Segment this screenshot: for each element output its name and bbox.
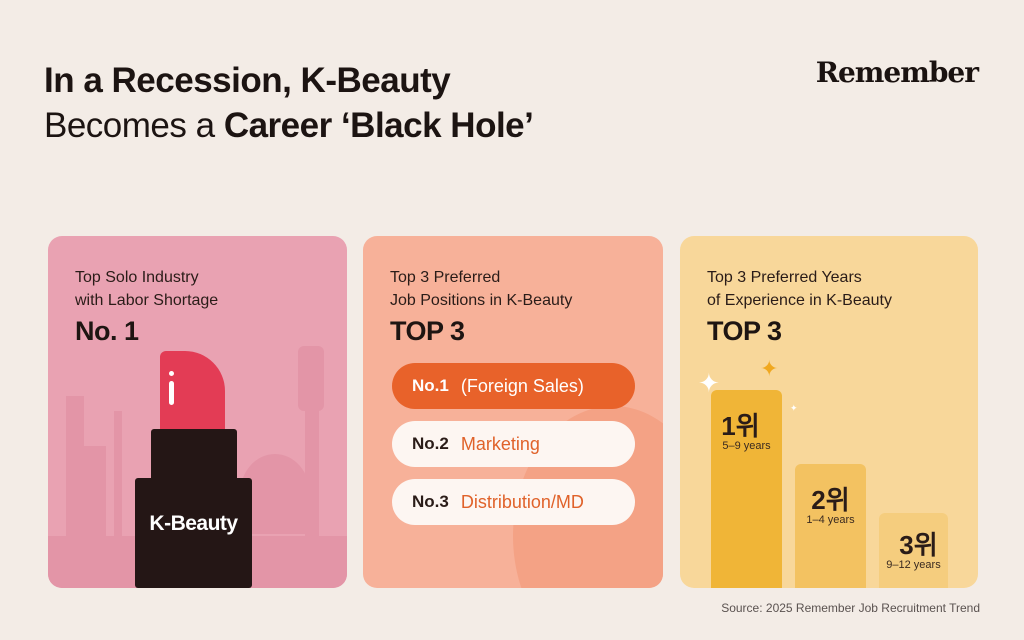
- position-rank: No.2: [412, 434, 449, 453]
- card-title: Top 3 Preferred Years of Experience in K…: [707, 269, 892, 309]
- headline-line-2: Becomes a Career ‘Black Hole’: [44, 103, 534, 148]
- card-job-positions: Top 3 Preferred Job Positions in K-Beaut…: [363, 236, 663, 588]
- card-title: Top Solo Industry with Labor Shortage: [75, 269, 219, 309]
- position-item-2: No.2 Marketing: [392, 421, 635, 467]
- source-note: Source: 2025 Remember Job Recruitment Tr…: [721, 601, 980, 615]
- position-label: Distribution/MD: [460, 491, 584, 512]
- card-title: Top 3 Preferred Job Positions in K-Beaut…: [390, 269, 573, 309]
- headline-line-1: In a Recession, K-Beauty: [44, 61, 451, 100]
- position-item-1: No.1 (Foreign Sales): [392, 363, 635, 409]
- card-rank: No. 1: [75, 316, 139, 346]
- position-label: (Foreign Sales): [460, 375, 584, 396]
- headline-line-2-bold: Career ‘Black Hole’: [223, 106, 534, 145]
- bar-rank-3: 3위 9–12 years: [879, 513, 948, 588]
- card-rank: TOP 3: [390, 316, 465, 346]
- card-rank: TOP 3: [707, 316, 782, 346]
- lipstick-label: K-Beauty: [149, 512, 238, 535]
- headline: In a Recession, K-Beauty Becomes a Caree…: [44, 58, 534, 148]
- remember-logo: Remember: [815, 56, 979, 89]
- lipstick-base-icon: [135, 478, 252, 588]
- skyline-tower-icon: [114, 411, 122, 588]
- mascara-wand-icon: [305, 374, 319, 536]
- bar-rank-2: 2위 1–4 years: [795, 464, 866, 588]
- lipstick-highlight-icon: [169, 371, 174, 376]
- card-labor-shortage: Top Solo Industry with Labor Shortage No…: [48, 236, 347, 588]
- sparkle-icon: ✦: [698, 368, 720, 398]
- position-rank: No.3: [412, 492, 449, 511]
- card-years-experience: Top 3 Preferred Years of Experience in K…: [680, 236, 978, 588]
- lipstick-highlight-icon: [169, 381, 174, 405]
- position-item-3: No.3 Distribution/MD: [392, 479, 635, 525]
- position-label: Marketing: [460, 433, 540, 454]
- position-rank: No.1: [412, 376, 449, 395]
- sparkle-icon: ✦: [760, 356, 779, 381]
- mascara-brush-head-icon: [298, 346, 324, 411]
- headline-line-2-regular: Becomes a: [44, 106, 224, 145]
- bar-rank-1: 1위 5–9 years: [711, 390, 782, 588]
- sparkle-icon: ✦: [790, 403, 798, 413]
